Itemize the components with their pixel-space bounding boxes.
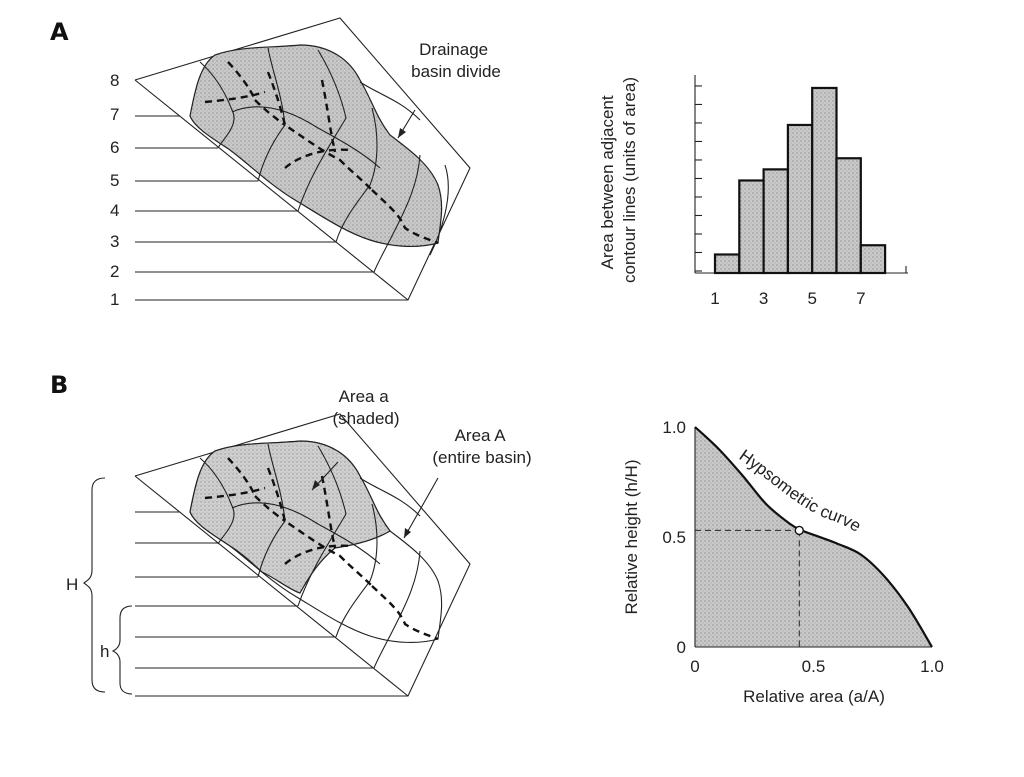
contour-lines-b (199, 443, 421, 669)
contour-lines (199, 47, 449, 273)
hypsometric-xlabel: Relative area (a/A) (743, 687, 885, 706)
hypso-ytick-0: 0 (677, 638, 686, 657)
elevation-labels: 8 7 6 5 4 3 2 1 (110, 71, 119, 309)
hypso-ytick-1.0: 1.0 (662, 418, 686, 437)
stream-network (204, 61, 439, 245)
area-A-arrow (403, 477, 439, 539)
stream-network-b (204, 457, 439, 641)
area-A-arrowhead (404, 528, 411, 538)
shaded-area-a (189, 440, 391, 594)
histogram-xtick-label-3: 3 (759, 289, 768, 308)
hypso-ytick-0.5: 0.5 (662, 528, 686, 547)
histogram-ylabel: Area between adjacent contour lines (uni… (598, 77, 639, 283)
histogram-bar-2 (738, 179, 765, 275)
hypsometric-ylabel: Relative height (h/H) (622, 460, 641, 615)
block-diagonal-b (134, 475, 409, 697)
histogram-bars (713, 86, 887, 275)
elev-label-6: 6 (110, 138, 119, 157)
histogram-xticks: 1 3 5 7 (710, 289, 865, 308)
elev-label-4: 4 (110, 201, 119, 220)
bracket-H-label: H (66, 575, 78, 594)
area-a-arrowhead (312, 480, 320, 490)
hypsometric-curve-line (694, 426, 933, 648)
histogram-xtick-label-7: 7 (856, 289, 865, 308)
hypsometric-chart: 0 0.5 1.0 0 0.5 1.0 Relative area (a/A) Relat… (622, 418, 944, 706)
panel-b-block-diagram (134, 413, 471, 697)
area-histogram: Area between adjacent contour lines (uni… (598, 75, 908, 308)
marked-point (794, 525, 804, 536)
annotation-area-a: Area a (shaded) (332, 387, 399, 428)
elev-label-3: 3 (110, 232, 119, 251)
panel-a-letter: A (50, 18, 69, 46)
histogram-bar-5 (811, 86, 838, 275)
divide-arrowhead (398, 128, 406, 138)
hypso-xtick-0: 0 (690, 657, 699, 676)
elev-label-5: 5 (110, 171, 119, 190)
block-outline-b (134, 413, 471, 697)
hypsometric-guides (695, 525, 804, 647)
hypsometric-area-fill (695, 427, 932, 647)
hypsometric-axes (694, 427, 932, 648)
block-diagonal (134, 79, 409, 301)
bracket-H: H (66, 477, 106, 693)
panel-a-block-diagram (134, 17, 471, 301)
panel-b-letter: B (50, 371, 68, 399)
elev-label-2: 2 (110, 262, 119, 281)
histogram-xtick-label-5: 5 (807, 289, 816, 308)
histogram-bar-6 (835, 157, 862, 275)
histogram-xtick-label-1: 1 (710, 289, 719, 308)
elevation-lines-b (135, 511, 374, 669)
bracket-h: h (100, 605, 133, 695)
hypso-xtick-0.5: 0.5 (802, 657, 826, 676)
bracket-h-label: h (100, 642, 109, 661)
block-outline (134, 17, 471, 301)
drainage-basin (189, 44, 443, 248)
annotation-area-A: Area A (entire basin) (432, 426, 531, 467)
elev-label-1: 1 (110, 290, 119, 309)
histogram-bar-7 (859, 244, 887, 275)
histogram-bar-4 (786, 123, 814, 275)
elevation-lines (135, 115, 374, 273)
histogram-bar-3 (762, 168, 789, 275)
annotation-divide: Drainage basin divide (411, 40, 501, 81)
histogram-bar-1 (713, 253, 741, 275)
elev-label-7: 7 (110, 105, 119, 124)
elev-label-8: 8 (110, 71, 119, 90)
hypsometric-ticks: 0 0.5 1.0 0 0.5 1.0 (662, 418, 943, 676)
hypso-xtick-1.0: 1.0 (920, 657, 944, 676)
